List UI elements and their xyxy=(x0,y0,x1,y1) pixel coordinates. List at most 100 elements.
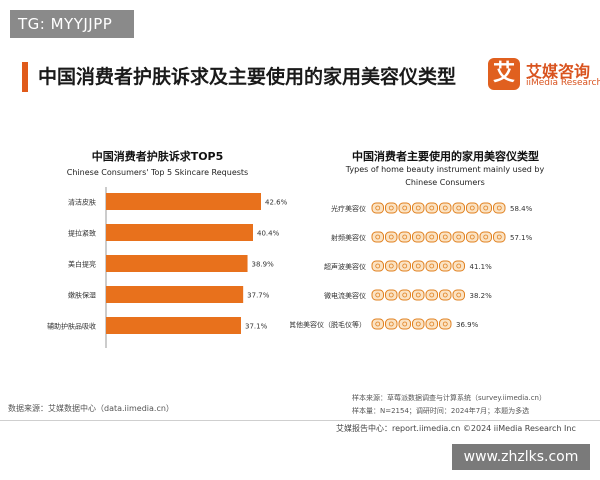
right-category-label: 超声波美容仪 xyxy=(324,262,366,271)
beauty-device-icon xyxy=(371,318,384,330)
beauty-device-icon-dot xyxy=(469,234,475,240)
right-category-label: 射频美容仪 xyxy=(331,233,366,242)
beauty-device-icon xyxy=(412,231,425,243)
page-title: 中国消费者护肤诉求及主要使用的家用美容仪类型 xyxy=(38,66,457,88)
beauty-device-icon xyxy=(371,231,384,243)
beauty-device-icon-dot xyxy=(442,263,448,269)
beauty-device-icon-dot xyxy=(496,205,502,211)
beauty-device-icon xyxy=(371,260,384,272)
beauty-device-icon xyxy=(425,289,438,301)
beauty-device-icon-dot xyxy=(388,321,394,327)
sample-source: 样本来源：草莓派数据调查与计算系统（survey.iimedia.cn） xyxy=(352,394,546,402)
beauty-device-icon xyxy=(479,231,492,243)
beauty-device-icon xyxy=(398,318,411,330)
tag-label: TG: MYYJJPP xyxy=(10,10,134,38)
beauty-device-icon-dot xyxy=(483,234,489,240)
beauty-device-icon xyxy=(398,260,411,272)
beauty-device-icon-dot xyxy=(415,321,421,327)
right-value-label: 57.1% xyxy=(510,234,533,242)
left-category-label: 嫩肤保湿 xyxy=(68,291,96,300)
beauty-device-icon xyxy=(439,289,452,301)
logo-name-cn: 艾媒咨询 xyxy=(526,62,591,81)
title-accent-bar xyxy=(22,62,28,92)
beauty-device-icon xyxy=(412,202,425,214)
beauty-device-icon-dot xyxy=(388,292,394,298)
beauty-device-icon xyxy=(479,202,492,214)
beauty-device-icon-dot xyxy=(456,234,462,240)
beauty-device-icon xyxy=(385,231,398,243)
sample-size: 样本量：N=2154；调研时间：2024年7月；本题为多选 xyxy=(352,407,530,415)
beauty-device-icon xyxy=(398,289,411,301)
beauty-device-icon-dot xyxy=(388,234,394,240)
left-category-label: 清洁皮肤 xyxy=(68,198,96,207)
beauty-device-icon xyxy=(398,202,411,214)
beauty-device-icon xyxy=(452,202,465,214)
right-value-label: 36.9% xyxy=(456,321,479,329)
data-source: 数据来源：艾媒数据中心（data.iimedia.cn） xyxy=(8,404,174,413)
beauty-device-icon-dot xyxy=(388,205,394,211)
right-category-label: 其他美容仪（脱毛仪等） xyxy=(290,320,366,329)
beauty-device-icon-dot xyxy=(402,292,408,298)
beauty-device-icon-dot xyxy=(429,292,435,298)
beauty-device-icon-dot xyxy=(456,263,462,269)
beauty-device-icon xyxy=(439,260,452,272)
left-category-label: 美白提亮 xyxy=(68,260,96,269)
left-category-label: 辅助护肤品吸收 xyxy=(47,322,96,331)
footer-divider xyxy=(0,420,600,421)
beauty-device-icon xyxy=(452,289,465,301)
beauty-device-icon xyxy=(371,289,384,301)
left-value-label: 40.4% xyxy=(257,230,280,238)
left-category-label: 提拉紧致 xyxy=(68,229,96,238)
beauty-device-icon-dot xyxy=(375,321,381,327)
beauty-device-icon-dot xyxy=(402,321,408,327)
beauty-device-icon-dot xyxy=(483,205,489,211)
beauty-device-icon xyxy=(493,231,506,243)
right-value-label: 41.1% xyxy=(470,263,493,271)
left-bar xyxy=(106,224,253,241)
site-watermark: www.zhzlks.com xyxy=(452,444,590,470)
beauty-device-icon-dot xyxy=(402,263,408,269)
beauty-device-icon-dot xyxy=(442,292,448,298)
beauty-device-icon-dot xyxy=(496,234,502,240)
beauty-device-icon xyxy=(385,202,398,214)
beauty-device-icon xyxy=(466,231,479,243)
beauty-device-icon xyxy=(439,318,452,330)
beauty-device-icon xyxy=(398,231,411,243)
beauty-device-icon-dot xyxy=(442,321,448,327)
beauty-device-icon-dot xyxy=(442,234,448,240)
beauty-device-icon xyxy=(412,318,425,330)
beauty-device-icon xyxy=(425,231,438,243)
right-value-label: 38.2% xyxy=(470,292,493,300)
right-pictogram-chart: 光疗美容仪 58.4% 射频美容仪 57.1% 超声波美容仪 41.1% 微电流美容仪 38.… xyxy=(290,202,533,330)
beauty-device-icon xyxy=(439,202,452,214)
beauty-device-icon xyxy=(385,318,398,330)
beauty-device-icon-dot xyxy=(375,292,381,298)
left-value-label: 42.6% xyxy=(265,199,288,207)
beauty-device-icon-dot xyxy=(375,234,381,240)
right-chart-subtitle: Types of home beauty instrument mainly u… xyxy=(345,165,545,187)
beauty-device-icon-dot xyxy=(415,263,421,269)
beauty-device-icon xyxy=(425,318,438,330)
beauty-device-icon xyxy=(452,231,465,243)
beauty-device-icon-dot xyxy=(429,234,435,240)
beauty-device-icon xyxy=(385,260,398,272)
beauty-device-icon xyxy=(425,202,438,214)
beauty-device-icon xyxy=(371,202,384,214)
left-bar xyxy=(106,317,241,334)
beauty-device-icon-dot xyxy=(442,205,448,211)
left-value-label: 38.9% xyxy=(252,261,275,269)
beauty-device-icon-dot xyxy=(415,234,421,240)
iimedia-logo-icon: 艾 xyxy=(488,58,520,90)
left-bar xyxy=(106,193,261,210)
left-bar-chart: 清洁皮肤 42.6% 提拉紧致 40.4% 美白提亮 38.9% 嫩肤保湿 37.7% 辅助护肤… xyxy=(47,187,288,348)
left-chart-title: 中国消费者护肤诉求TOP5 xyxy=(91,150,224,163)
beauty-device-icon xyxy=(466,202,479,214)
beauty-device-icon xyxy=(439,231,452,243)
left-value-label: 37.7% xyxy=(247,292,270,300)
right-category-label: 微电流美容仪 xyxy=(324,291,366,300)
right-category-label: 光疗美容仪 xyxy=(331,204,366,213)
beauty-device-icon-dot xyxy=(388,263,394,269)
beauty-device-icon-dot xyxy=(456,292,462,298)
beauty-device-icon xyxy=(452,260,465,272)
beauty-device-icon-dot xyxy=(415,205,421,211)
